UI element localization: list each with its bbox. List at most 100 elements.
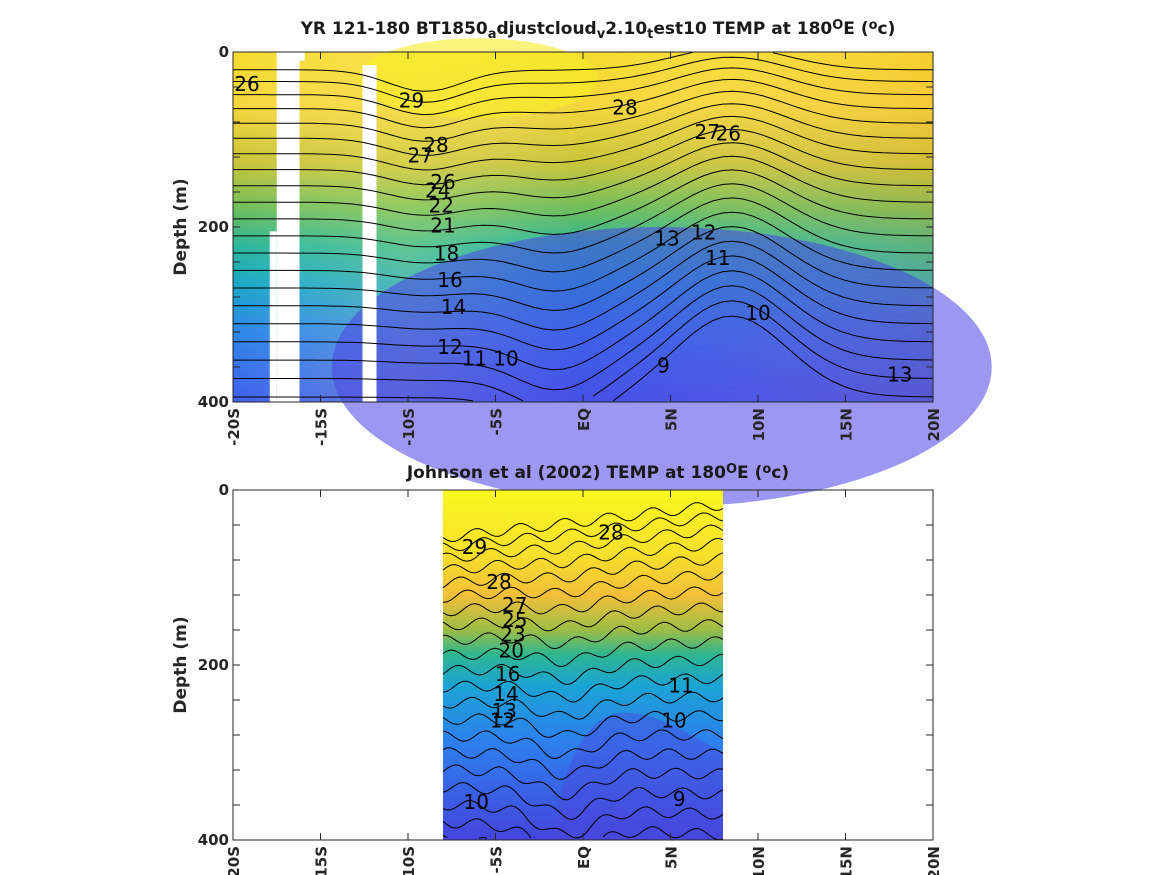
contour-line [612, 315, 934, 402]
contour-line [233, 103, 934, 156]
contour-label: 27 [408, 144, 433, 168]
contour-line [442, 570, 724, 603]
contour-label: 11 [705, 246, 730, 270]
contour-line [233, 56, 933, 103]
contour-line [442, 512, 724, 552]
x-tick-label: 15N [838, 846, 856, 875]
contour-label: 28 [598, 520, 623, 544]
y-axis-label-johnson: Depth (m) [171, 616, 191, 713]
contour-label: 10 [464, 790, 489, 814]
contour-label: 21 [430, 214, 455, 238]
x-tick-label: 10N [750, 846, 768, 875]
x-tick-label: 20N [925, 408, 943, 441]
contour-line [233, 90, 933, 142]
x-tick-label: 15N [838, 408, 856, 441]
x-tick-label: -5S [488, 846, 506, 873]
contour-line [233, 142, 934, 201]
contour-label: 28 [612, 95, 637, 119]
y-tick-label: 0 [219, 481, 229, 499]
contour-line [233, 270, 934, 371]
x-tick-label: 10N [750, 408, 768, 441]
contour-label: 9 [657, 354, 670, 378]
contour-label: 10 [493, 347, 518, 371]
contour-line [233, 115, 934, 171]
chart-title-model: YR 121-180 BT1850adjustcloudv2.10test10 … [300, 18, 896, 42]
contour-line [442, 524, 724, 562]
contour-line [233, 155, 933, 217]
contour-label: 11 [462, 347, 487, 371]
contour-line [233, 67, 933, 116]
contour-line [442, 537, 724, 574]
contour-line [442, 619, 724, 650]
contour-label: 24 [425, 179, 450, 203]
contour-label: 11 [668, 673, 693, 697]
y-tick-labels-johnson: 0 200 400 [198, 481, 229, 849]
x-tick-labels-model: -20S -15S -10S -5S EQ 5N 10N 15N 20N [225, 408, 943, 446]
x-tick-label: 5N [663, 846, 681, 869]
contour-label: 12 [490, 708, 515, 732]
contour-line [233, 378, 524, 402]
y-tick-label: 400 [198, 393, 229, 411]
contour-line [442, 834, 448, 838]
contour-line [233, 396, 474, 402]
contour-line [442, 764, 724, 801]
plot-area-johnson [232, 489, 934, 841]
panel-model: YR 121-180 BT1850adjustcloudv2.10test10 … [171, 18, 992, 507]
contour-line [442, 747, 724, 780]
y-tick-label: 400 [198, 831, 229, 849]
contour-label: 23 [500, 623, 525, 647]
contour-line [233, 285, 934, 391]
contour-line [478, 836, 488, 839]
contour-line [233, 240, 934, 331]
contour-line [233, 51, 694, 92]
y-tick-label: 200 [198, 218, 229, 236]
contour-label: 12 [437, 335, 462, 359]
x-tick-label: -20S [225, 408, 243, 446]
x-tick-label: -15S [313, 846, 331, 875]
cold-core [556, 712, 723, 840]
contour-line [602, 826, 724, 841]
contour-label: 26 [234, 72, 259, 96]
contour-label: 27 [695, 120, 720, 144]
contour-label: 12 [691, 221, 716, 245]
x-tick-label: EQ [575, 408, 593, 431]
contour-lines [233, 51, 934, 402]
y-tick-labels-model: 0 200 400 [198, 43, 229, 411]
chart-title-johnson: Johnson et al (2002) TEMP at 180OE (oc) [406, 462, 789, 483]
contour-line [233, 128, 934, 186]
contour-label: 9 [673, 787, 686, 811]
contour-label: 29 [399, 88, 424, 112]
contour-lines [442, 502, 724, 841]
x-tick-label: -10S [400, 408, 418, 446]
missing-data-column [276, 52, 300, 402]
contour-label: 20 [499, 638, 524, 662]
x-tick-label: 20N [925, 846, 943, 875]
contour-label: 22 [429, 193, 454, 217]
contour-line [772, 52, 933, 71]
contour-label: 16 [437, 268, 462, 292]
contour-line [233, 226, 934, 311]
contour-label: 29 [462, 535, 487, 559]
contour-line [442, 691, 724, 720]
contour-label: 27 [502, 593, 527, 617]
contour-line [592, 300, 934, 397]
missing-data-column [269, 231, 277, 402]
contour-line [442, 653, 724, 686]
contour-line [442, 636, 724, 667]
contour-label: 26 [716, 122, 741, 146]
contour-label: 10 [661, 708, 686, 732]
y-tick-label: 0 [219, 43, 229, 61]
contour-line [233, 169, 933, 235]
contour-line [442, 552, 724, 589]
contour-label: 28 [486, 570, 511, 594]
contour-line [442, 586, 724, 617]
x-tick-label: EQ [575, 846, 593, 869]
contour-label: 25 [502, 608, 527, 632]
x-tick-label: -5S [488, 408, 506, 435]
contour-line [442, 818, 532, 839]
contour-label: 13 [887, 362, 912, 386]
contour-line [442, 502, 724, 543]
contour-line [442, 602, 724, 632]
